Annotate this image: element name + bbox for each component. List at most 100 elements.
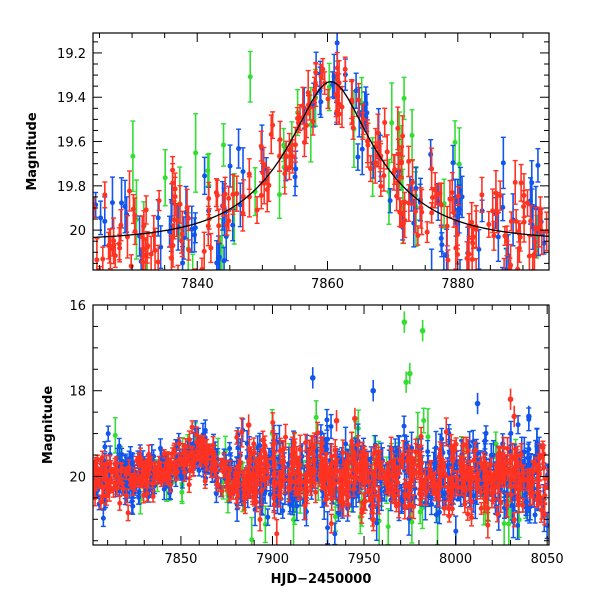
- data-point: [116, 443, 122, 449]
- data-point: [515, 266, 521, 270]
- data-point: [206, 196, 212, 202]
- data-point: [500, 204, 506, 210]
- data-point: [418, 433, 424, 439]
- data-point: [185, 215, 191, 221]
- data-point: [525, 200, 531, 206]
- data-point: [429, 273, 434, 278]
- data-point: [532, 512, 538, 518]
- data-point: [365, 142, 371, 148]
- data-point: [322, 80, 328, 86]
- data-point: [454, 231, 460, 237]
- data-point: [130, 503, 136, 509]
- data-point: [333, 92, 339, 98]
- data-point: [332, 531, 338, 537]
- data-point: [418, 205, 424, 211]
- data-point: [226, 218, 232, 224]
- data-point: [258, 192, 264, 198]
- data-point: [350, 125, 356, 131]
- data-point: [276, 192, 282, 198]
- data-point: [395, 151, 401, 157]
- data-point: [236, 146, 242, 152]
- data-point: [497, 193, 503, 199]
- x-tick-label: 7880: [441, 277, 474, 292]
- data-point: [265, 514, 271, 520]
- data-point: [102, 192, 108, 198]
- data-point: [417, 509, 423, 515]
- data-point: [528, 218, 534, 224]
- data-point: [521, 219, 527, 225]
- data-point: [202, 173, 208, 179]
- data-point: [438, 235, 444, 241]
- y-tick-label: 19.2: [57, 47, 86, 62]
- data-point: [249, 537, 255, 543]
- data-point: [483, 430, 489, 436]
- data-point: [281, 142, 287, 148]
- data-point: [508, 262, 514, 268]
- data-point: [94, 257, 100, 263]
- data-point: [378, 183, 384, 189]
- data-point: [409, 519, 415, 525]
- data-point: [305, 90, 311, 96]
- data-point: [504, 278, 509, 283]
- data-point: [424, 229, 430, 235]
- data-point: [187, 467, 193, 473]
- data-point: [464, 255, 470, 261]
- y-tick-label: 19.8: [57, 180, 86, 195]
- data-point: [332, 514, 338, 520]
- data-point: [180, 260, 186, 266]
- data-point: [112, 432, 118, 438]
- data-point: [500, 160, 506, 166]
- data-point: [450, 160, 456, 166]
- data-point: [355, 154, 361, 160]
- data-point: [201, 248, 207, 254]
- data-point: [402, 217, 408, 223]
- data-point: [313, 414, 319, 420]
- data-point: [274, 531, 280, 537]
- data-point: [132, 212, 138, 218]
- data-point: [479, 192, 485, 198]
- data-point: [177, 201, 183, 207]
- data-point: [157, 445, 163, 451]
- data-point: [234, 434, 240, 440]
- data-point: [301, 139, 307, 145]
- data-point: [456, 206, 462, 212]
- data-point: [508, 218, 514, 224]
- data-point: [433, 445, 439, 451]
- data-point: [282, 171, 288, 177]
- data-point: [292, 142, 298, 148]
- data-point: [397, 209, 403, 215]
- bottom-panel: 7850 7900 7950 8000 8050161820MagnitudeHJD−2…: [41, 299, 564, 587]
- data-point: [495, 234, 501, 240]
- data-point: [531, 251, 537, 257]
- series-0: [93, 412, 549, 545]
- data-point: [310, 118, 316, 124]
- data-point: [148, 251, 154, 257]
- data-point: [230, 191, 236, 197]
- data-point: [421, 418, 427, 424]
- data-point: [399, 160, 405, 166]
- data-point: [118, 222, 124, 228]
- data-point: [400, 133, 406, 139]
- data-point: [325, 96, 331, 102]
- series-0: [93, 51, 549, 270]
- data-point: [401, 423, 407, 429]
- data-point: [447, 196, 453, 202]
- data-point: [313, 448, 319, 454]
- data-point: [382, 120, 388, 126]
- y-tick-label: 19.6: [57, 136, 86, 151]
- data-point: [291, 517, 297, 523]
- plot-area: [93, 311, 549, 545]
- data-point: [266, 182, 272, 188]
- data-point: [518, 180, 524, 186]
- data-point: [409, 445, 415, 451]
- data-point: [515, 422, 521, 428]
- data-point: [155, 259, 161, 265]
- data-point: [102, 444, 108, 450]
- data-point: [202, 427, 208, 433]
- data-point: [452, 139, 458, 145]
- data-point: [105, 431, 111, 437]
- y-axis-title: Magnitude: [25, 112, 40, 191]
- data-point: [406, 158, 412, 164]
- data-point: [179, 231, 185, 237]
- data-point: [374, 520, 380, 526]
